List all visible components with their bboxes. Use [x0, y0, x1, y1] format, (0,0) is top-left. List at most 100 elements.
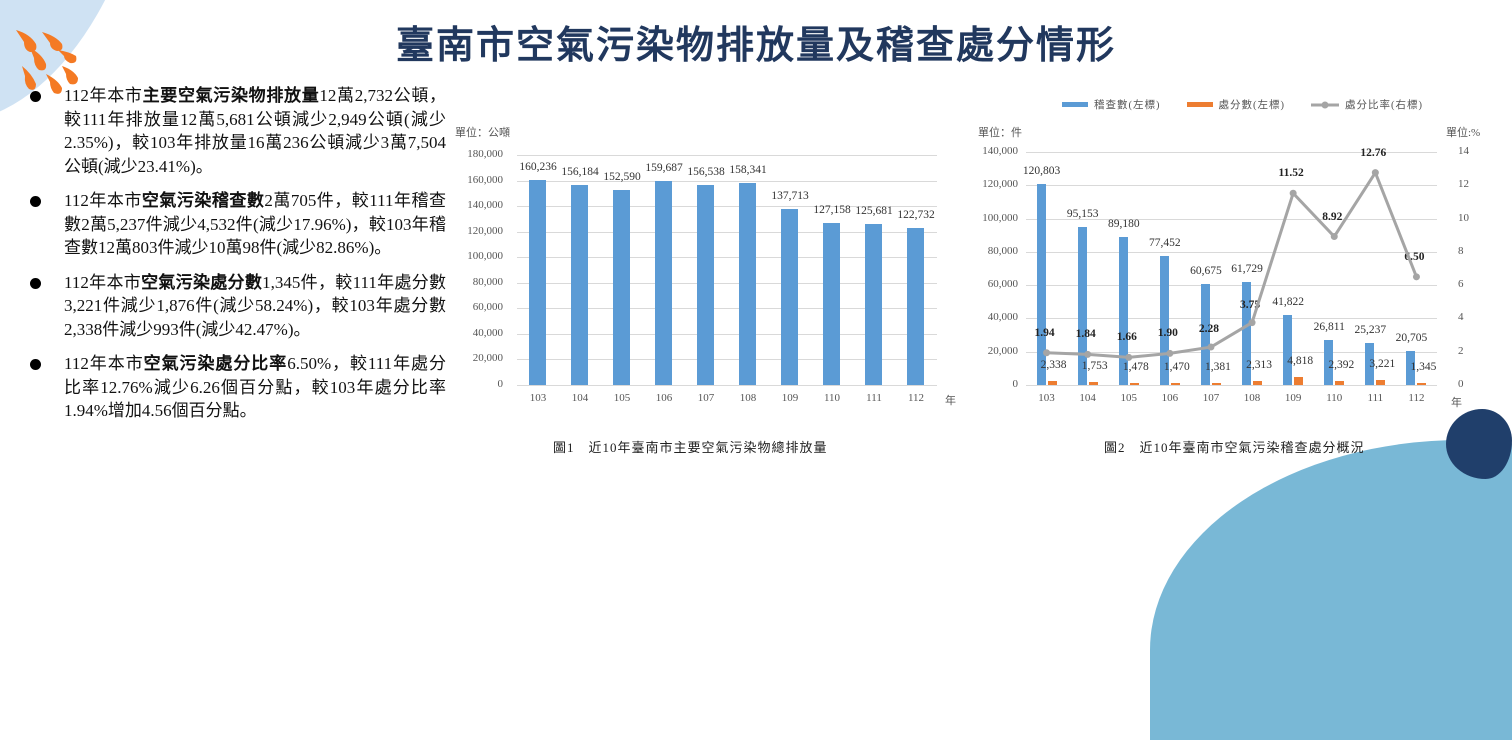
gridline [517, 257, 937, 259]
gridline [1026, 318, 1437, 320]
penalty-value-label: 2,392 [1328, 359, 1355, 372]
chart2-legend: 稽查數(左標) 處分數(左標) 處分比率(右標) [1062, 97, 1423, 112]
y-tick-label: 120,000 [467, 224, 503, 237]
x-tick-label: 110 [1326, 392, 1343, 404]
chart1-unit-label: 單位：公噸 [455, 127, 510, 139]
emission-bar [655, 180, 672, 385]
rate-value-label: 12.76 [1360, 146, 1387, 159]
decorative-blob-shape [1446, 409, 1512, 479]
penalty-bar [1211, 382, 1221, 385]
x-tick-label: 109 [1284, 392, 1302, 404]
inspection-value-label: 20,705 [1395, 331, 1428, 344]
bar-value-label: 127,158 [813, 203, 851, 216]
inspection-bar [1283, 315, 1293, 385]
bullet-dot-icon [30, 359, 41, 370]
penalty-value-label: 1,470 [1163, 360, 1190, 373]
x-tick-label: 106 [655, 392, 673, 404]
inspection-value-label: 25,237 [1354, 323, 1387, 336]
rate-marker-icon [1248, 319, 1256, 327]
right-y-tick-label: 12 [1458, 178, 1469, 191]
inspection-bar [1200, 284, 1210, 385]
rate-marker-icon [1371, 169, 1379, 177]
right-y-tick-label: 14 [1458, 145, 1469, 157]
rate-marker-icon [1166, 349, 1174, 357]
rate-value-label: 1.94 [1034, 326, 1055, 339]
gridline [517, 282, 937, 284]
bar-value-label: 122,732 [897, 209, 935, 222]
left-y-tick-label: 60,000 [987, 278, 1018, 291]
penalty-bar [1376, 379, 1386, 385]
y-tick-label: 180,000 [467, 148, 503, 160]
legend-inspection: 稽查數(左標) [1094, 100, 1161, 111]
rate-value-label: 1.66 [1116, 331, 1137, 344]
penalty-value-label: 3,221 [1369, 357, 1396, 370]
inspection-value-label: 61,729 [1231, 263, 1263, 276]
gridline [517, 308, 937, 310]
y-tick-label: 160,000 [467, 173, 503, 186]
inspection-bar [1324, 340, 1334, 385]
rate-value-label: 1.90 [1157, 327, 1178, 340]
right-y-tick-label: 2 [1458, 344, 1464, 357]
inspection-value-label: 89,180 [1107, 217, 1140, 230]
x-tick-label: 108 [1243, 392, 1261, 404]
bullet-penalty: 112年本市空氣污染處分數1,345件，較111年處分數3,221件減少1,87… [26, 271, 446, 342]
gridline [1026, 251, 1437, 253]
y-tick-label: 100,000 [467, 250, 503, 263]
bullet-inspection: 112年本市空氣污染稽查數2萬705件，較111年稽查數2萬5,237件減少4,… [26, 189, 446, 260]
y-tick-label: 140,000 [467, 199, 503, 212]
penalty-value-label: 1,753 [1081, 360, 1108, 373]
right-y-tick-label: 6 [1458, 278, 1464, 291]
rate-marker-icon [1207, 343, 1215, 351]
rate-value-label: 8.92 [1322, 210, 1343, 223]
inspection-bar [1406, 350, 1416, 385]
gridline [1026, 351, 1437, 353]
emission-bar [571, 185, 588, 385]
rate-marker-icon [1289, 189, 1297, 197]
emission-bar [781, 209, 798, 385]
left-y-tick-label: 140,000 [982, 145, 1018, 157]
x-tick-label: 103 [529, 392, 547, 404]
x-tick-label: 107 [697, 392, 715, 404]
inspection-bar [1242, 282, 1252, 385]
left-y-tick-label: 80,000 [987, 244, 1018, 257]
x-tick-label: 104 [571, 392, 589, 404]
inspection-bar [1365, 342, 1375, 385]
bar-value-label: 158,341 [729, 163, 767, 176]
legend-line-marker-icon [1311, 101, 1339, 108]
gridline [517, 385, 937, 386]
right-y-tick-label: 4 [1458, 311, 1464, 324]
rate-marker-icon [1043, 349, 1051, 357]
emission-bar [907, 228, 924, 385]
x-tick-label: 103 [1038, 392, 1055, 404]
summary-bullet-list: 112年本市主要空氣污染物排放量12萬2,732公頓，較111年排放量12萬5,… [26, 84, 446, 434]
gridline [1026, 218, 1437, 220]
rate-marker-icon [1330, 233, 1338, 241]
chart1-x-unit-label: 年 [945, 395, 956, 407]
x-tick-label: 106 [1161, 392, 1179, 404]
bar-value-label: 137,713 [771, 190, 809, 203]
right-y-tick-label: 0 [1458, 378, 1464, 390]
x-tick-label: 107 [1202, 392, 1220, 404]
legend-swatch-blue-icon [1062, 102, 1088, 107]
emission-bar [865, 224, 882, 385]
rate-marker-icon [1084, 350, 1092, 358]
y-tick-label: 0 [497, 378, 504, 390]
raindrops-logo-icon [16, 30, 78, 94]
x-tick-label: 111 [866, 392, 882, 404]
y-tick-label: 40,000 [472, 326, 503, 339]
bar-value-label: 156,538 [687, 165, 725, 178]
penalty-bar [1294, 376, 1304, 385]
y-tick-label: 20,000 [472, 352, 503, 365]
gridline [517, 180, 937, 182]
bar-value-label: 159,687 [645, 161, 683, 174]
inspection-value-label: 120,803 [1022, 164, 1061, 177]
chart1-caption: 圖1 近10年臺南市主要空氣污染物總排放量 [553, 440, 828, 455]
penalty-bar [1253, 381, 1263, 385]
legend-penalty: 處分數(左標) [1218, 100, 1285, 111]
right-y-tick-label: 8 [1458, 244, 1464, 257]
x-tick-label: 112 [907, 392, 925, 404]
inspection-value-label: 60,675 [1190, 265, 1222, 278]
penalty-value-label: 1,345 [1410, 360, 1437, 373]
gridline [1026, 185, 1437, 187]
x-tick-label: 109 [781, 392, 799, 404]
